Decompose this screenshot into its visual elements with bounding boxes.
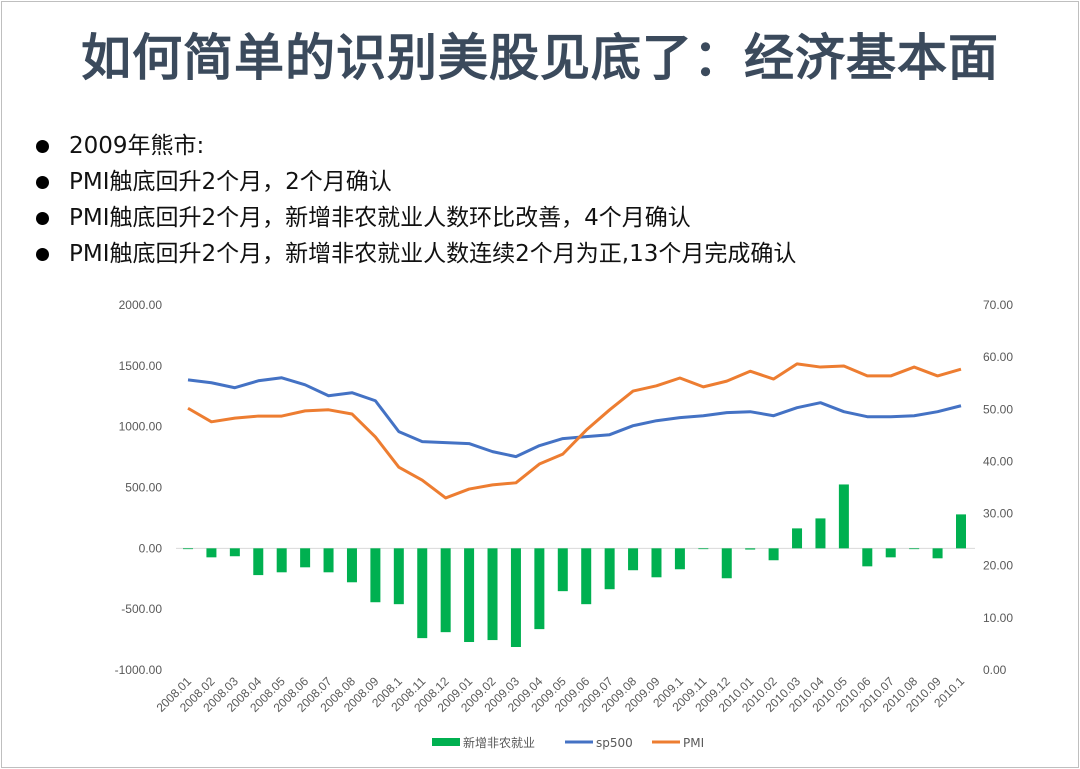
y-right-tick-label: 50.00 [983,402,1013,416]
bar-nonfarm [768,548,779,561]
bar-nonfarm [487,548,498,641]
bar-nonfarm [815,518,826,549]
bar-nonfarm [651,548,662,578]
bar-nonfarm [838,484,849,549]
bullet-text: PMI触底回升2个月，新增非农就业人数连续2个月为正,13个月完成确认 [69,241,797,267]
bullet-list: 2009年熊市: PMI触底回升2个月，2个月确认 PMI触底回升2个月，新增非… [36,128,796,272]
bar-nonfarm [253,548,264,576]
y-right-tick-label: 70.00 [983,298,1013,312]
bar-nonfarm [206,548,217,558]
y-left-tick-label: 1500.00 [119,359,163,373]
slide-title: 如何简单的识别美股见底了：经济基本面 [81,29,999,87]
bullet-item: PMI触底回升2个月，新增非农就业人数环比改善，4个月确认 [36,200,796,236]
y-right-tick-label: 40.00 [983,454,1013,468]
y-right-tick-label: 0.00 [983,663,1007,677]
y-right-tick-label: 10.00 [983,611,1013,625]
bar-nonfarm [862,548,873,567]
y-right-tick-label: 60.00 [983,350,1013,364]
bullet-dot-icon [36,247,49,261]
y-left-tick-label: -500.00 [121,602,162,616]
legend-label: 新增非农就业 [463,735,535,750]
bullet-item: 2009年熊市: [36,128,796,164]
bar-nonfarm [370,548,381,603]
bullet-dot-icon [36,139,49,153]
bar-nonfarm [276,548,287,573]
bullet-item: PMI触底回升2个月，2个月确认 [36,164,796,200]
y-left-tick-label: -1000.00 [115,663,163,677]
bar-nonfarm [510,548,521,648]
bar-nonfarm [909,548,920,550]
bar-nonfarm [721,548,732,579]
bar-nonfarm [745,548,756,550]
bar-nonfarm [557,548,568,592]
bullet-item: PMI触底回升2个月，新增非农就业人数连续2个月为正,13个月完成确认 [36,236,796,272]
bar-nonfarm [183,548,193,550]
bar-nonfarm [346,548,357,583]
bar-nonfarm [674,548,685,570]
y-left-tick-label: 2000.00 [119,298,163,312]
bar-nonfarm [628,548,639,571]
bar-nonfarm [417,548,428,639]
bullet-dot-icon [36,175,49,189]
legend-label: PMI [683,736,704,750]
bullet-dot-icon [36,211,49,225]
bullet-text: 2009年熊市: [69,133,205,159]
y-left-tick-label: 500.00 [125,481,162,495]
bar-nonfarm [932,548,943,559]
legend-label: sp500 [596,736,633,750]
bar-nonfarm [698,548,709,550]
bar-nonfarm [604,548,615,590]
bar-nonfarm [792,528,803,549]
y-right-tick-label: 30.00 [983,507,1013,521]
bullet-text: PMI触底回升2个月，2个月确认 [69,169,392,195]
bar-nonfarm [885,548,896,558]
bar-nonfarm [393,548,404,605]
y-left-tick-label: 1000.00 [119,420,163,434]
bar-nonfarm [581,548,592,605]
bar-nonfarm [229,548,240,557]
bar-nonfarm [300,548,311,568]
bar-nonfarm [956,514,966,549]
bar-nonfarm [323,548,334,573]
y-left-tick-label: 0.00 [139,541,163,555]
line-pmi [187,362,962,500]
line-sp500 [187,376,962,459]
bar-nonfarm [440,548,451,633]
bullet-text: PMI触底回升2个月，新增非农就业人数环比改善，4个月确认 [69,205,691,231]
legend-swatch-bar [432,738,460,746]
bar-nonfarm [464,548,475,643]
bar-nonfarm [534,548,545,630]
y-right-tick-label: 20.00 [983,559,1013,573]
